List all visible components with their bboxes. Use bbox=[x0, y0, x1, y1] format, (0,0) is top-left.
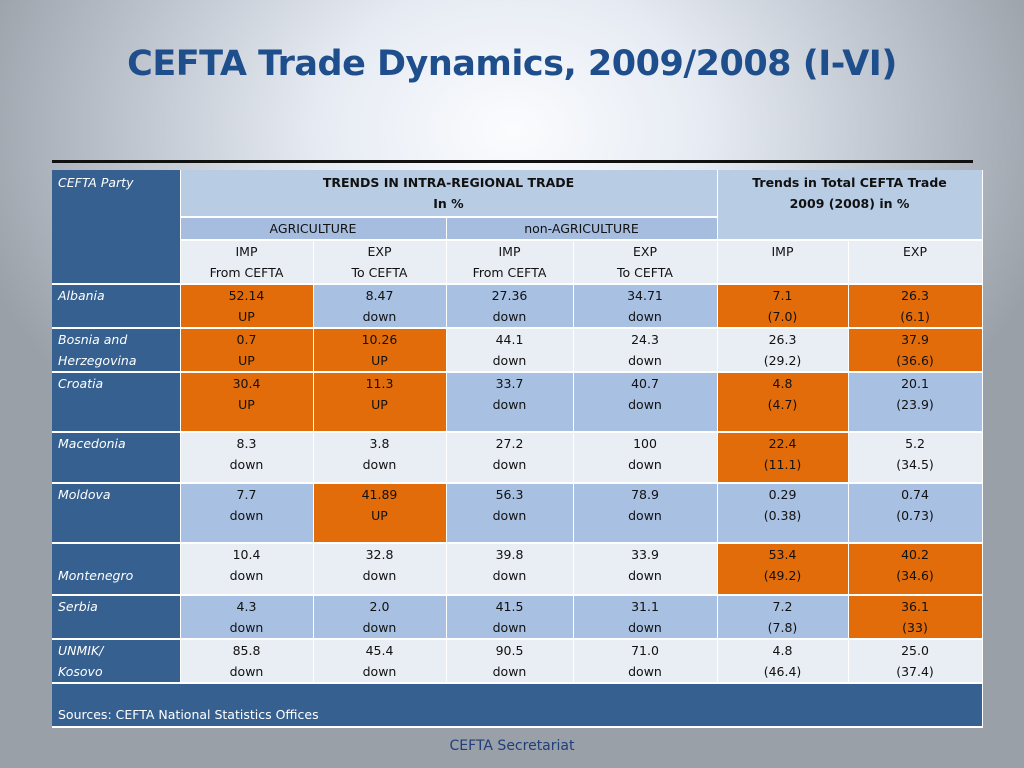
header-agri-exp: EXP To CEFTA bbox=[313, 240, 447, 285]
header-nonagri-imp: IMP From CEFTA bbox=[446, 240, 574, 285]
trade-table: CEFTA Party TRENDS IN INTRA-REGIONAL TRA… bbox=[52, 170, 983, 728]
data-cell: 27.36 down bbox=[446, 284, 574, 329]
header-row-1: CEFTA Party TRENDS IN INTRA-REGIONAL TRA… bbox=[52, 170, 983, 285]
data-cell: 56.3 down bbox=[446, 483, 574, 544]
party-name: Montenegro bbox=[52, 543, 181, 596]
sources-row: Sources: CEFTA National Statistics Offic… bbox=[52, 683, 983, 728]
data-cell: 3.8 down bbox=[313, 432, 447, 484]
data-cell: 8.47 down bbox=[313, 284, 447, 329]
data-cell: 33.9 down bbox=[573, 543, 718, 596]
data-cell: 0.29 (0.38) bbox=[717, 483, 849, 544]
data-cell: 33.7 down bbox=[446, 372, 574, 433]
data-cell: 100 down bbox=[573, 432, 718, 484]
data-cell: 52.14 UP bbox=[180, 284, 314, 329]
table-row: Bosnia and Herzegovina 0.7 UP 10.26 UP 44.1… bbox=[52, 328, 983, 373]
party-name: Croatia bbox=[52, 372, 181, 433]
data-cell: 22.4 (11.1) bbox=[717, 432, 849, 484]
party-name: Bosnia and Herzegovina bbox=[52, 328, 181, 373]
data-cell: 40.2 (34.6) bbox=[848, 543, 983, 596]
header-agri-imp: IMP From CEFTA bbox=[180, 240, 314, 285]
header-total-cefta: Trends in Total CEFTA Trade 2009 (2008) i… bbox=[717, 170, 983, 241]
data-cell: 78.9 down bbox=[573, 483, 718, 544]
header-agriculture: AGRICULTURE bbox=[180, 217, 447, 241]
data-cell: 45.4 down bbox=[313, 639, 447, 684]
data-cell: 10.4 down bbox=[180, 543, 314, 596]
data-cell: 36.1 (33) bbox=[848, 595, 983, 640]
table-row: UNMIK/Kosovo 85.8 down 45.4 down 90.5 down … bbox=[52, 639, 983, 684]
slide-title: CEFTA Trade Dynamics, 2009/2008 (I-VI) bbox=[127, 44, 897, 84]
header-intra-regional: TRENDS IN INTRA-REGIONAL TRADE In % bbox=[180, 170, 718, 218]
party-name: Moldova bbox=[52, 483, 181, 544]
data-cell: 5.2 (34.5) bbox=[848, 432, 983, 484]
header-non-agriculture: non-AGRICULTURE bbox=[446, 217, 718, 241]
data-cell: 8.3 down bbox=[180, 432, 314, 484]
data-cell: 0.7 UP bbox=[180, 328, 314, 373]
header-total-exp: EXP bbox=[848, 240, 983, 285]
footer-credit: CEFTA Secretariat bbox=[449, 738, 575, 754]
data-cell: 0.74 (0.73) bbox=[848, 483, 983, 544]
table-row: Montenegro 10.4 down 32.8 down 39.8 down 33… bbox=[52, 543, 983, 596]
data-cell: 31.1 down bbox=[573, 595, 718, 640]
data-cell: 53.4 (49.2) bbox=[717, 543, 849, 596]
data-cell: 39.8 down bbox=[446, 543, 574, 596]
data-cell: 30.4 UP bbox=[180, 372, 314, 433]
header-nonagri-exp: EXP To CEFTA bbox=[573, 240, 718, 285]
header-row-2: AGRICULTURE non-AGRICULTURE bbox=[52, 217, 982, 241]
header-cefta-party: CEFTA Party bbox=[52, 170, 181, 285]
data-cell: 4.3 down bbox=[180, 595, 314, 640]
data-cell: 26.3 (29.2) bbox=[717, 328, 849, 373]
data-cell: 44.1 down bbox=[446, 328, 574, 373]
data-cell: 24.3 down bbox=[573, 328, 718, 373]
data-cell: 26.3 (6.1) bbox=[848, 284, 983, 329]
data-cell: 7.7 down bbox=[180, 483, 314, 544]
data-cell: 37.9 (36.6) bbox=[848, 328, 983, 373]
party-name: UNMIK/Kosovo bbox=[52, 639, 181, 684]
party-name: Albania bbox=[52, 284, 181, 329]
data-cell: 34.71 down bbox=[573, 284, 718, 329]
data-cell: 11.3 UP bbox=[313, 372, 447, 433]
data-cell: 85.8 down bbox=[180, 639, 314, 684]
data-cell: 41.89 UP bbox=[313, 483, 447, 544]
data-cell: 2.0 down bbox=[313, 595, 447, 640]
party-name: Macedonia bbox=[52, 432, 181, 484]
data-cell: 40.7 down bbox=[573, 372, 718, 433]
data-cell: 10.26 UP bbox=[313, 328, 447, 373]
table-row: Serbia 4.3 down 2.0 down 41.5 down 31.1 down… bbox=[52, 595, 983, 640]
title-divider bbox=[52, 160, 973, 163]
header-row-3: IMP From CEFTA EXP To CEFTA IMP From CEFTA … bbox=[52, 240, 983, 285]
data-cell: 7.1 (7.0) bbox=[717, 284, 849, 329]
header-total-imp: IMP bbox=[717, 240, 849, 285]
data-cell: 27.2 down bbox=[446, 432, 574, 484]
data-cell: 90.5 down bbox=[446, 639, 574, 684]
data-cell: 4.8 (4.7) bbox=[717, 372, 849, 433]
party-name: Serbia bbox=[52, 595, 181, 640]
table-row: Moldova 7.7 down 41.89 UP 56.3 down 78.9 dow… bbox=[52, 483, 983, 544]
data-cell: 71.0 down bbox=[573, 639, 718, 684]
data-cell: 25.0 (37.4) bbox=[848, 639, 983, 684]
sources-note: Sources: CEFTA National Statistics Offic… bbox=[52, 683, 983, 728]
data-cell: 20.1 (23.9) bbox=[848, 372, 983, 433]
data-cell: 32.8 down bbox=[313, 543, 447, 596]
data-cell: 41.5 down bbox=[446, 595, 574, 640]
data-cell: 4.8 (46.4) bbox=[717, 639, 849, 684]
data-cell: 7.2 (7.8) bbox=[717, 595, 849, 640]
table-row: Albania 52.14 UP 8.47 down 27.36 down 34.71… bbox=[52, 284, 983, 329]
table-row: Macedonia 8.3 down 3.8 down 27.2 down 100 do… bbox=[52, 432, 983, 484]
table-row: Croatia 30.4 UP 11.3 UP 33.7 down 40.7 down … bbox=[52, 372, 983, 433]
